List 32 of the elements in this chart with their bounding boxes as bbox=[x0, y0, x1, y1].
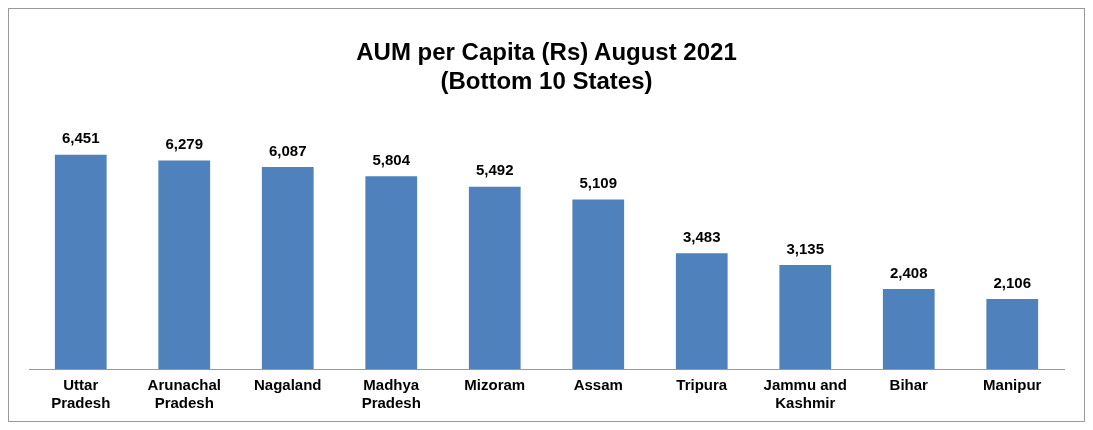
data-label: 2,106 bbox=[993, 273, 1032, 291]
x-tick-label: Madhya Pradesh bbox=[361, 376, 421, 412]
bar bbox=[468, 186, 521, 369]
x-tick-label: Assam bbox=[573, 376, 623, 394]
data-label: 6,451 bbox=[61, 129, 100, 147]
data-label: 3,135 bbox=[786, 239, 825, 257]
bar bbox=[572, 199, 625, 369]
x-tick-label: Manipur bbox=[983, 376, 1042, 394]
bar bbox=[779, 264, 832, 369]
data-label: 5,492 bbox=[475, 161, 514, 179]
data-label: 6,279 bbox=[165, 135, 204, 153]
data-label: 2,408 bbox=[889, 263, 928, 281]
data-label: 5,804 bbox=[372, 150, 411, 168]
bar bbox=[158, 160, 211, 369]
bar bbox=[675, 253, 728, 369]
x-tick-label: Jammu and Kashmir bbox=[763, 376, 847, 412]
bar bbox=[261, 166, 314, 369]
data-label: 3,483 bbox=[682, 228, 721, 246]
data-label: 5,109 bbox=[579, 174, 618, 192]
bar bbox=[54, 154, 107, 369]
bar bbox=[882, 289, 935, 369]
bar bbox=[986, 299, 1039, 369]
x-tick-label: Nagaland bbox=[253, 376, 322, 394]
chart-subtitle: (Bottom 10 States) bbox=[440, 66, 653, 94]
x-tick-label: Arunachal Pradesh bbox=[147, 376, 221, 412]
x-tick-label: Uttar Pradesh bbox=[51, 376, 111, 412]
data-label: 6,087 bbox=[268, 141, 307, 159]
chart-title: AUM per Capita (Rs) August 2021 bbox=[356, 38, 737, 66]
x-tick-label: Bihar bbox=[889, 376, 929, 394]
bar bbox=[365, 176, 418, 369]
x-tick-label: Mizoram bbox=[464, 376, 526, 394]
x-tick-label: Tripura bbox=[676, 376, 728, 394]
